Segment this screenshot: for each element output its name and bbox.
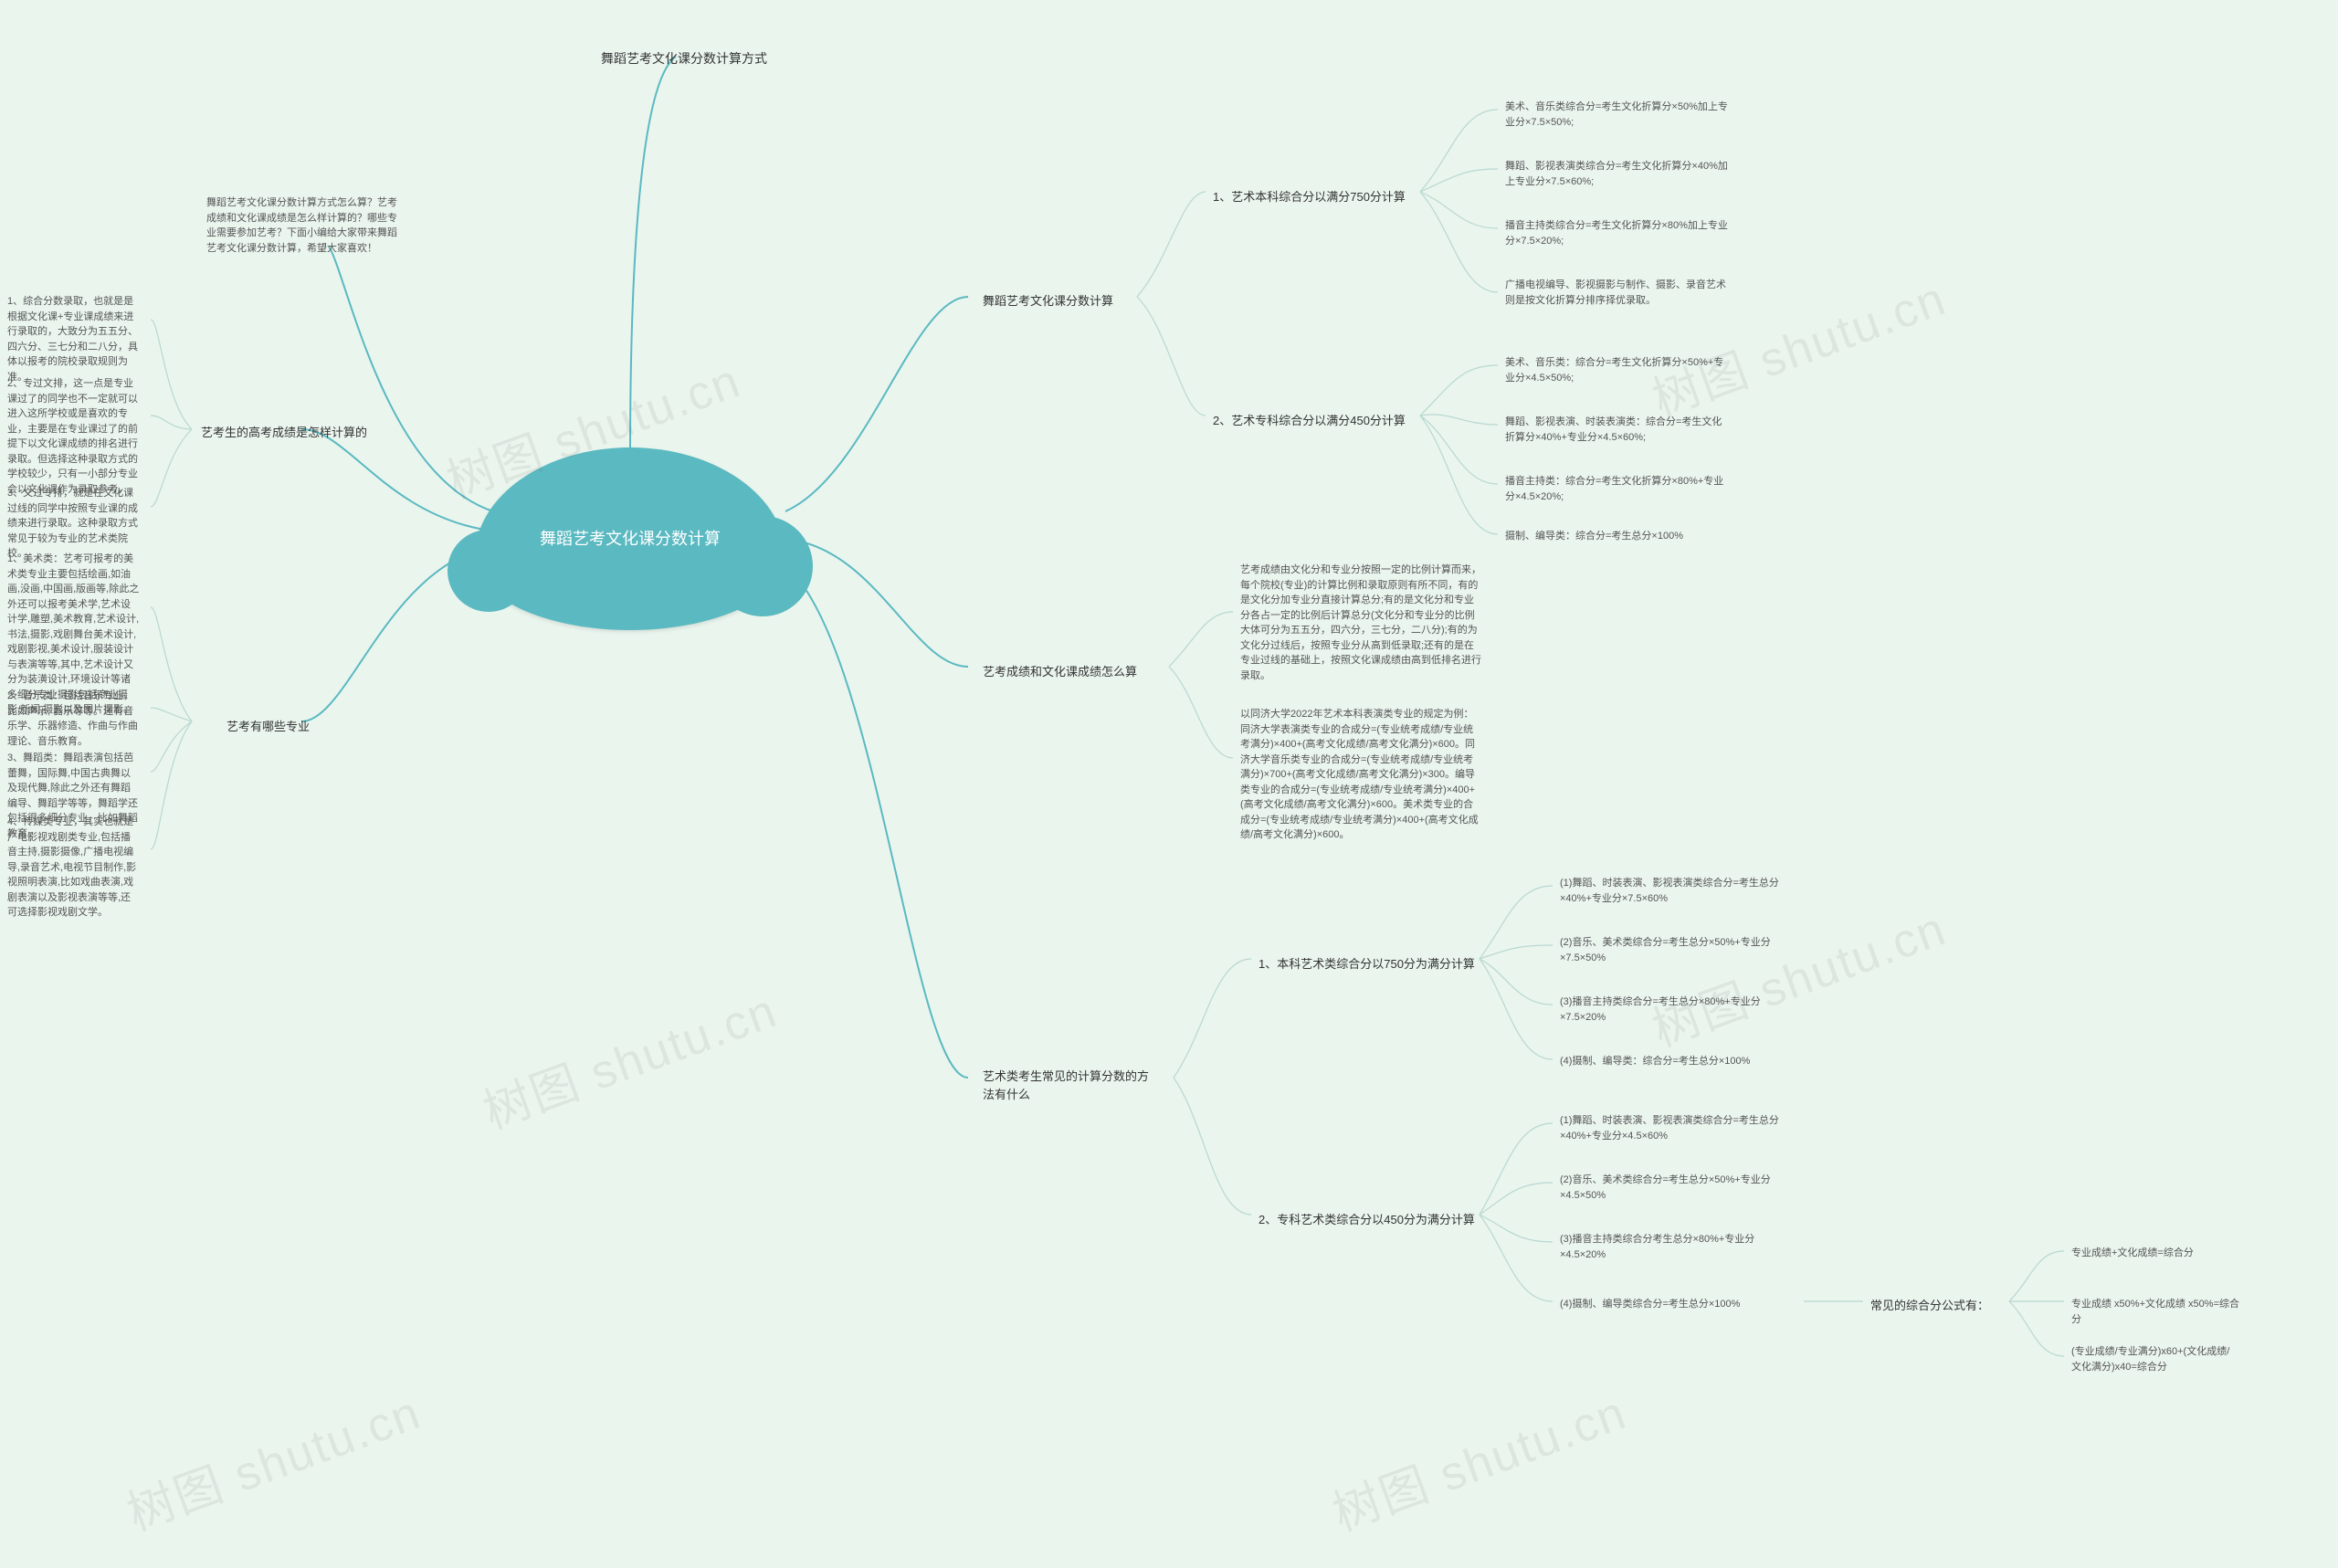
r-b1-s1-1: 舞蹈、影视表演类综合分=考生文化折算分×40%加上专业分×7.5×60%; (1498, 155, 1735, 193)
r-b1-s1-2: 播音主持类综合分=考生文化折算分×80%加上专业分×7.5×20%; (1498, 215, 1735, 252)
r-b3-s2-3: (4)摄制、编导类综合分=考生总分×100% (1553, 1293, 1747, 1316)
r-b3-s1-2: (3)播音主持类综合分=考生总分×80%+专业分×7.5×20% (1553, 991, 1790, 1028)
watermark: 树图 shutu.cn (472, 973, 785, 1142)
left-b2-item-3: 4、传媒类专业，其实也就是广电影视戏剧类专业,包括播音主持,摄影摄像,广播电视编… (0, 811, 148, 924)
r-b2-0: 艺考成绩由文化分和专业分按照一定的比例计算而来，每个院校(专业)的计算比例和录取… (1233, 559, 1489, 687)
left-branch-score: 艺考生的高考成绩是怎样计算的 (194, 420, 374, 446)
watermark: 树图 shutu.cn (1641, 890, 1954, 1060)
r-b1-s2-1: 舞蹈、影视表演、时装表演类：综合分=考生文化折算分×40%+专业分×4.5×60… (1498, 411, 1735, 448)
watermark: 树图 shutu.cn (1322, 1374, 1634, 1544)
title-node: 舞蹈艺考文化课分数计算方式 (594, 46, 774, 72)
r-b3-s1-0: (1)舞蹈、时装表演、影视表演类综合分=考生总分×40%+专业分×7.5×60% (1553, 872, 1790, 910)
left-b2-item-1: 2、音乐类：包括音乐专业，比如声乐, 器乐等等。还有音乐学、乐器修造、作曲与作曲… (0, 685, 148, 752)
right-b1-s2: 2、艺术专科综合分以满分450分计算 (1206, 408, 1413, 434)
r-b1-s1-0: 美术、音乐类综合分=考生文化折算分×50%加上专业分×7.5×50%; (1498, 96, 1735, 133)
r-b3-s1-3: (4)摄制、编导类：综合分=考生总分×100% (1553, 1050, 1757, 1073)
left-b1-item-1: 2、专过文排，这一点是专业课过了的同学也不一定就可以进入这所学校或是喜欢的专业，… (0, 373, 148, 500)
r-ext-2: (专业成绩/专业满分)x60+(文化成绩/文化满分)x40=综合分 (2064, 1341, 2247, 1378)
r-b3-s1-1: (2)音乐、美术类综合分=考生总分×50%+专业分×7.5×50% (1553, 931, 1790, 969)
right-b3-s1: 1、本科艺术类综合分以750分为满分计算 (1251, 952, 1482, 977)
r-ext-0: 专业成绩+文化成绩=综合分 (2064, 1242, 2201, 1265)
right-b3: 艺术类考生常见的计算分数的方法有什么 (975, 1064, 1167, 1107)
right-b1: 舞蹈艺考文化课分数计算 (975, 289, 1121, 314)
r-ext-1: 专业成绩 x50%+文化成绩 x50%=综合分 (2064, 1293, 2247, 1331)
center-label: 舞蹈艺考文化课分数计算 (540, 527, 721, 552)
r-b3-s2-1: (2)音乐、美术类综合分=考生总分×50%+专业分×4.5×50% (1553, 1169, 1790, 1206)
r-b1-s2-0: 美术、音乐类：综合分=考生文化折算分×50%+专业分×4.5×50%; (1498, 352, 1735, 389)
right-b1-s1: 1、艺术本科综合分以满分750分计算 (1206, 184, 1413, 210)
left-branch-majors: 艺考有哪些专业 (219, 714, 317, 740)
right-b3-s2-ext: 常见的综合分公式有： (1863, 1293, 1996, 1319)
r-b1-s1-3: 广播电视编导、影视摄影与制作、摄影、录音艺术则是按文化折算分排序择优录取。 (1498, 274, 1735, 311)
r-b1-s2-3: 摄制、编导类：综合分=考生总分×100% (1498, 525, 1690, 548)
r-b1-s2-2: 播音主持类：综合分=考生文化折算分×80%+专业分×4.5×20%; (1498, 470, 1735, 508)
r-b2-1: 以同济大学2022年艺术本科表演类专业的规定为例：同济大学表演类专业的合成分=(… (1233, 703, 1489, 847)
r-b3-s2-0: (1)舞蹈、时装表演、影视表演类综合分=考生总分×40%+专业分×4.5×60% (1553, 1110, 1790, 1147)
right-b2: 艺考成绩和文化课成绩怎么算 (975, 659, 1144, 685)
watermark: 树图 shutu.cn (116, 1374, 428, 1544)
center-node: 舞蹈艺考文化课分数计算 (475, 447, 785, 630)
r-b3-s2-2: (3)播音主持类综合分考生总分×80%+专业分×4.5×20% (1553, 1228, 1790, 1266)
intro-text: 舞蹈艺考文化课分数计算方式怎么算？艺考成绩和文化课成绩是怎么样计算的？哪些专业需… (199, 192, 409, 259)
right-b3-s2: 2、专科艺术类综合分以450分为满分计算 (1251, 1207, 1482, 1233)
